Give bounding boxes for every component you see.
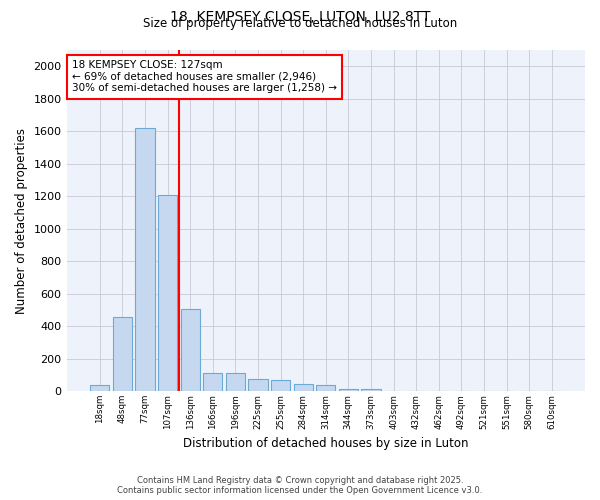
Text: 18, KEMPSEY CLOSE, LUTON, LU2 8TT: 18, KEMPSEY CLOSE, LUTON, LU2 8TT (170, 10, 430, 24)
Text: Contains HM Land Registry data © Crown copyright and database right 2025.
Contai: Contains HM Land Registry data © Crown c… (118, 476, 482, 495)
Bar (339, 388, 358, 391)
Bar (203, 373, 223, 391)
Text: 18 KEMPSEY CLOSE: 127sqm
← 69% of detached houses are smaller (2,946)
30% of sem: 18 KEMPSEY CLOSE: 127sqm ← 69% of detach… (72, 60, 337, 94)
X-axis label: Distribution of detached houses by size in Luton: Distribution of detached houses by size … (183, 437, 469, 450)
Bar (316, 386, 335, 391)
Bar (226, 373, 245, 391)
Bar (271, 380, 290, 391)
Y-axis label: Number of detached properties: Number of detached properties (15, 128, 28, 314)
Text: Size of property relative to detached houses in Luton: Size of property relative to detached ho… (143, 18, 457, 30)
Bar (158, 194, 177, 391)
Bar (90, 386, 109, 391)
Bar (361, 390, 380, 391)
Bar (293, 384, 313, 391)
Bar (136, 128, 155, 391)
Bar (181, 309, 200, 391)
Bar (113, 317, 132, 391)
Bar (248, 379, 268, 391)
